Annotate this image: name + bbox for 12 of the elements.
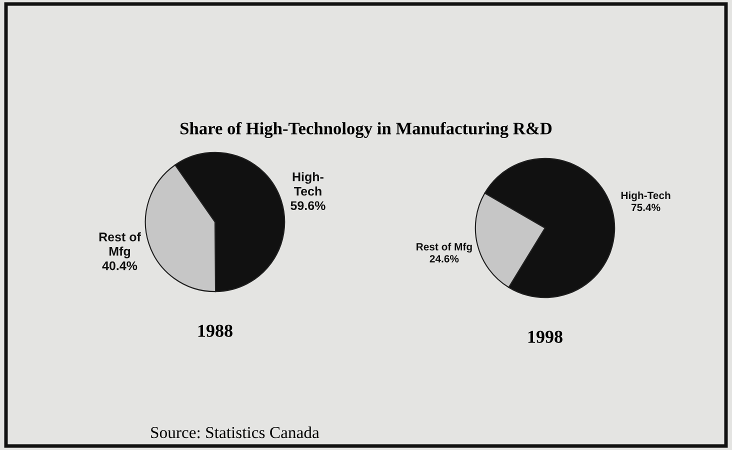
text: 1988: [198, 324, 232, 337]
data-label: 40.4%: [102, 261, 138, 270]
source-note: Source: Statistics Canada: [151, 426, 320, 438]
slice-label: High-Tech: [621, 191, 670, 202]
text: 1998: [528, 330, 562, 343]
data-label: 75.4%: [631, 204, 660, 212]
text: Share of High-Technology in Manufacturing R&D: [180, 122, 552, 138]
data-label: 59.6%: [290, 201, 326, 210]
data-label: 24.6%: [430, 255, 459, 262]
slice-label: Rest of Mfg: [99, 232, 141, 258]
slice-label: High- Tech: [292, 172, 324, 196]
slice-label: Rest of Mfg: [416, 242, 472, 253]
